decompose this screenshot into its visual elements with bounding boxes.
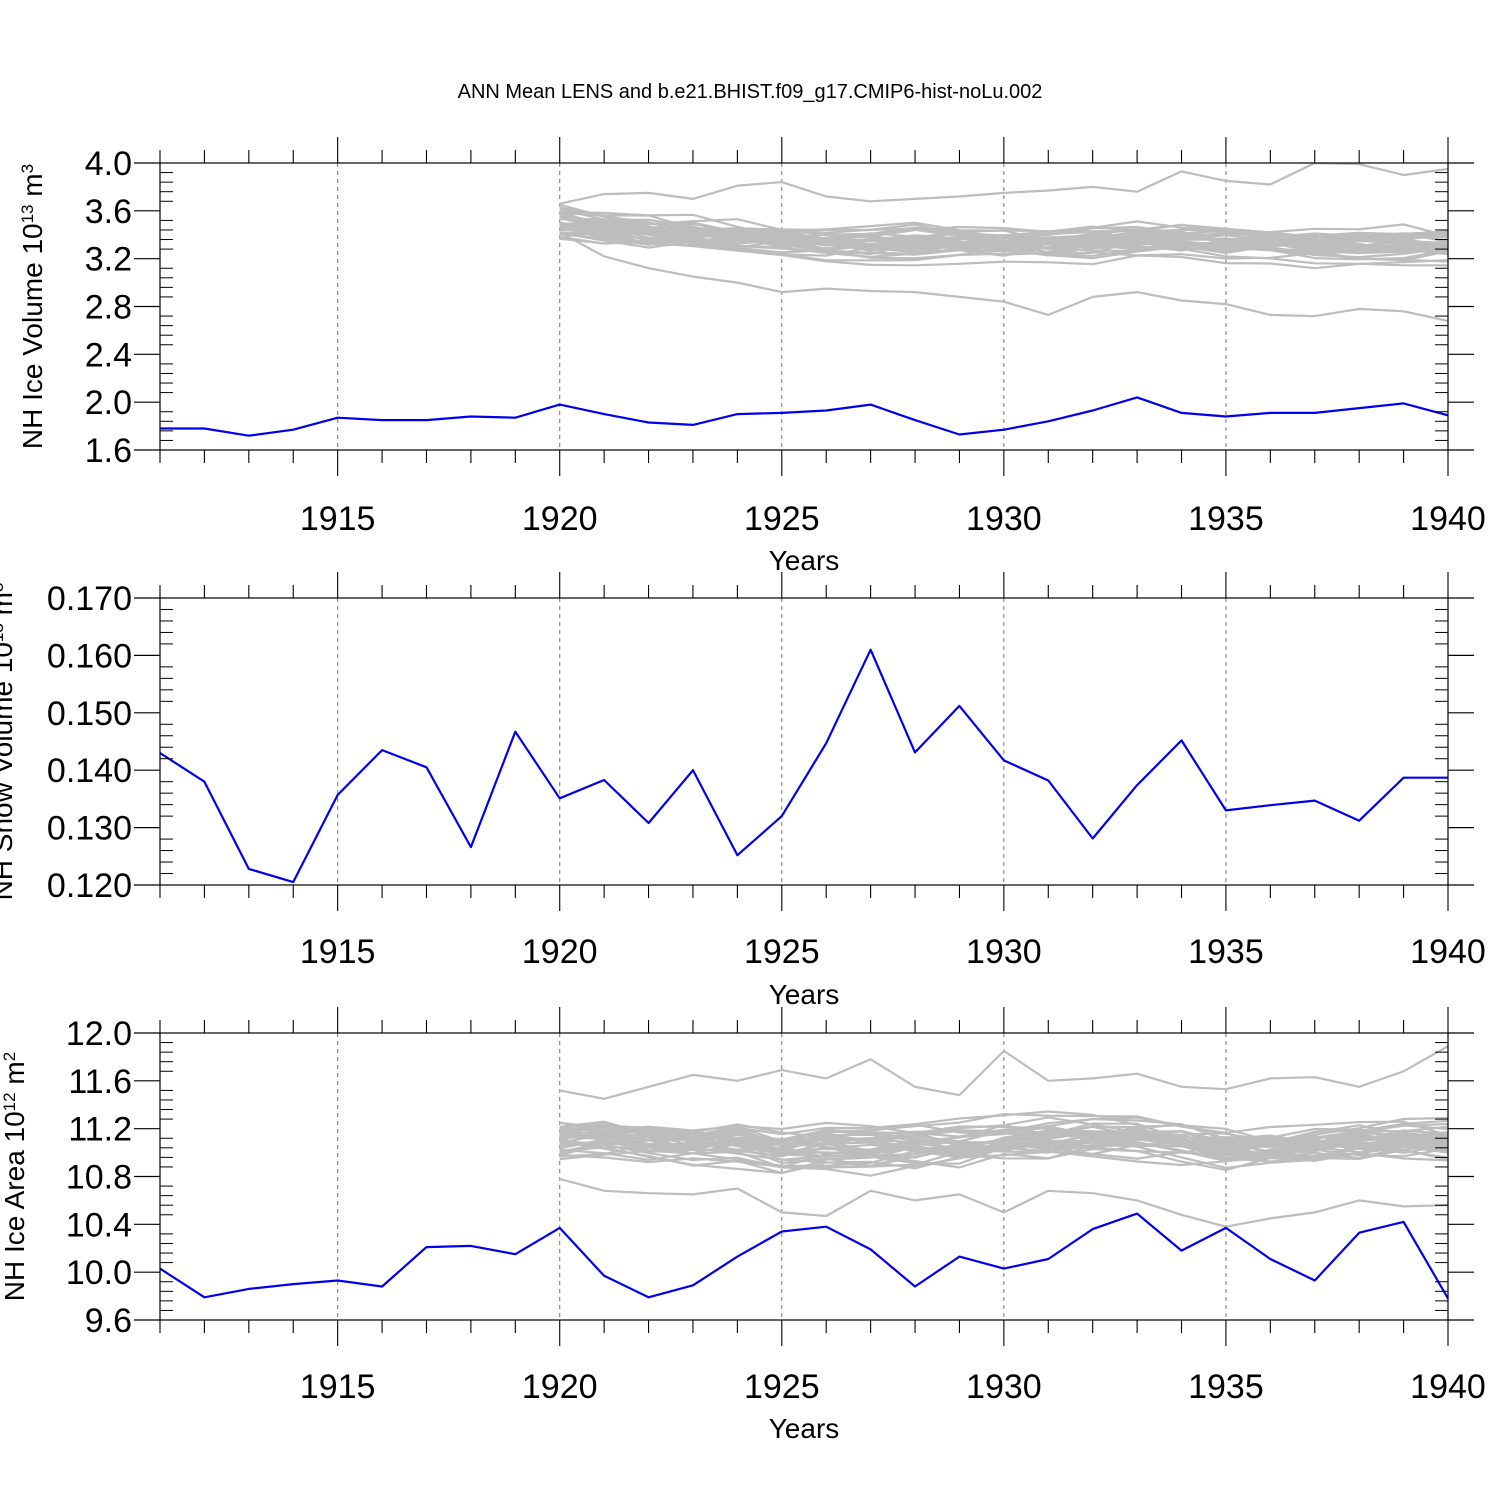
- x-tick-label: 1935: [1188, 500, 1264, 538]
- y-tick-label: 10.4: [66, 1206, 132, 1244]
- x-tick-label: 1930: [966, 1368, 1042, 1406]
- plot-frame: [159, 1032, 1449, 1321]
- y-tick-label: 3.2: [85, 241, 132, 279]
- y-axis-label-group: NH Ice Volume 1013 m3: [17, 164, 48, 449]
- ensemble-series: [559, 163, 1448, 322]
- y-axis-label: NH Ice Volume 1013 m3: [17, 164, 48, 449]
- ensemble-member-line: [559, 163, 1448, 205]
- y-tick-label: 10.0: [66, 1254, 132, 1292]
- y-tick-label: 0.160: [47, 637, 132, 675]
- y-tick-label: 0.150: [47, 695, 132, 733]
- y-tick-label: 1.6: [85, 432, 132, 470]
- y-tick-label: 4.0: [85, 145, 132, 183]
- y-tick-label: 0.170: [47, 580, 132, 618]
- y-label-text: NH Snow Volume 10: [0, 642, 18, 900]
- y-label-superscript: 13: [18, 204, 37, 223]
- x-tick-label: 1930: [966, 500, 1042, 538]
- y-axis-label: NH Ice Area 1012 m2: [0, 1052, 30, 1301]
- ensemble-member-line: [559, 1177, 1448, 1228]
- x-tick-label: 1925: [744, 1368, 820, 1406]
- ensemble-member-line: [559, 221, 1448, 243]
- figure-title: ANN Mean LENS and b.e21.BHIST.f09_g17.CM…: [458, 81, 1043, 103]
- ensemble-member-line: [559, 1129, 1448, 1153]
- ensemble-member-line: [559, 1129, 1448, 1168]
- x-tick-label: 1935: [1188, 933, 1264, 971]
- y-tick-label: 10.8: [66, 1159, 132, 1197]
- panels: 1.6 2.0 2.4 2.8 3.2 3.6 4.0 1915 1920 1925 1930 193…: [0, 137, 1486, 1444]
- x-tick-label: 1915: [300, 500, 376, 538]
- y-tick-label: 2.4: [85, 336, 132, 374]
- x-tick-label: 1920: [522, 1368, 598, 1406]
- ensemble-member-line: [559, 225, 1448, 270]
- x-tick-label: 1915: [300, 933, 376, 971]
- y-tick-label: 2.8: [85, 289, 132, 327]
- y-label-text: m: [17, 173, 48, 204]
- y-tick-label: 0.130: [47, 810, 132, 848]
- x-axis-label: Years: [769, 545, 840, 576]
- y-label-superscript: 2: [0, 1052, 19, 1061]
- y-tick-label: 9.6: [85, 1302, 132, 1340]
- x-tick-label: 1920: [522, 500, 598, 538]
- x-axis-label: Years: [769, 1413, 840, 1444]
- y-label-text: NH Ice Area 10: [0, 1111, 30, 1301]
- x-tick-label: 1940: [1410, 1368, 1486, 1406]
- y-tick-label: 11.6: [68, 1063, 132, 1101]
- x-tick-label: 1925: [744, 500, 820, 538]
- x-tick-label: 1935: [1188, 1368, 1264, 1406]
- ensemble-member-line: [559, 225, 1448, 257]
- y-axis-label-group: NH Ice Area 1012 m2: [0, 1052, 30, 1301]
- y-tick-label: 11.2: [68, 1111, 132, 1149]
- y-label-superscript: 13: [0, 623, 7, 642]
- x-tick-label: 1930: [966, 933, 1042, 971]
- ensemble-series: [559, 1045, 1448, 1228]
- y-tick-label: 12.0: [66, 1015, 132, 1053]
- series-line: [159, 648, 1448, 884]
- chart-panel-1: 1.6 2.0 2.4 2.8 3.2 3.6 4.0 1915 1920 1925 1930 193…: [17, 137, 1486, 576]
- ensemble-member-line: [559, 211, 1448, 252]
- ensemble-member-line: [559, 1045, 1448, 1100]
- y-tick-label: 2.0: [85, 384, 132, 422]
- x-tick-label: 1940: [1410, 500, 1486, 538]
- y-tick-label: 0.120: [47, 867, 132, 905]
- series-line: [160, 396, 1449, 437]
- y-axis-label: NH Snow Volume 1013 m3: [0, 583, 18, 901]
- y-label-text: m: [0, 592, 18, 623]
- y-tick-label: 0.140: [47, 752, 132, 790]
- plot-frame: [159, 162, 1449, 451]
- y-label-superscript: 3: [18, 164, 37, 173]
- x-tick-label: 1925: [744, 933, 820, 971]
- chart-panel-2: 0.120 0.130 0.140 0.150 0.160 0.170 1915 1920 19…: [0, 572, 1486, 1010]
- ensemble-member-line: [559, 1122, 1448, 1159]
- y-label-superscript: 3: [0, 583, 7, 592]
- x-tick-label: 1940: [1410, 933, 1486, 971]
- x-axis-label: Years: [769, 979, 840, 1010]
- y-label-text: NH Ice Volume 10: [17, 223, 48, 449]
- x-tick-label: 1920: [522, 933, 598, 971]
- ensemble-member-line: [559, 1116, 1448, 1144]
- y-axis-label-group: NH Snow Volume 1013 m3: [0, 583, 18, 901]
- x-tick-label: 1915: [300, 1368, 376, 1406]
- y-label-text: m: [0, 1061, 30, 1092]
- ensemble-member-line: [559, 203, 1448, 253]
- y-tick-label: 3.6: [85, 193, 132, 231]
- ensemble-member-line: [559, 231, 1448, 322]
- chart-panel-3: 9.6 10.0 10.4 10.8 11.2 11.6 12.0 1915 1920 1925 1…: [0, 1007, 1486, 1444]
- y-label-superscript: 12: [0, 1092, 19, 1111]
- plot-frame: [159, 597, 1449, 886]
- ensemble-member-line: [559, 1125, 1448, 1169]
- series-line: [159, 1212, 1449, 1300]
